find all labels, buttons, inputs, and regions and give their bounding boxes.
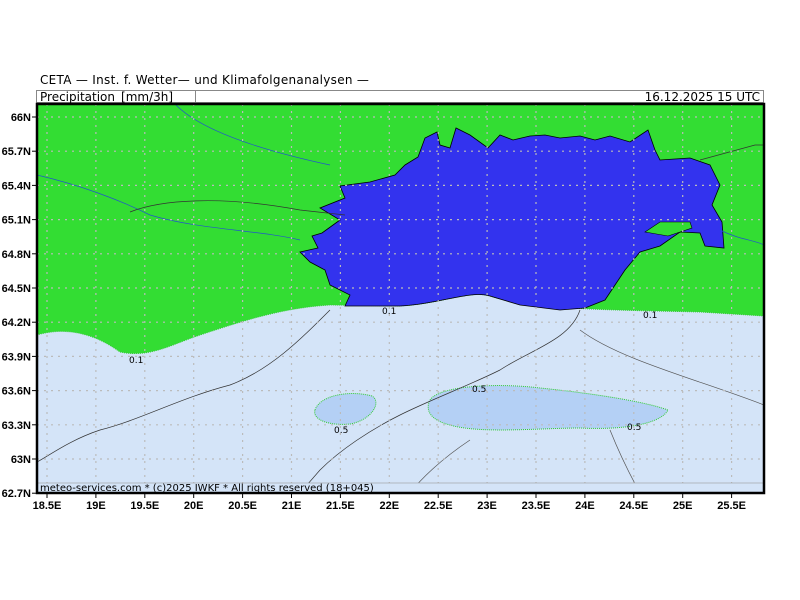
lon-tick-label: 18.5E [33,500,62,512]
lon-tick-label: 25.5E [717,500,746,512]
lat-tick-label: 64.2N [2,317,31,329]
lat-tick-label: 65.4N [2,180,31,192]
lat-tick-label: 63.9N [2,351,31,363]
precip-0.5-area-west [314,393,377,425]
lon-tick-label: 19.5E [130,500,159,512]
lat-tick-label: 64.8N [2,249,31,261]
lon-tick-label: 20E [184,500,204,512]
lon-tick-label: 22.5E [424,500,453,512]
lon-tick-label: 24E [575,500,595,512]
contour-label: 0.5 [627,423,641,433]
lat-tick-label: 62.7N [2,488,31,500]
chart-title: CETA — Inst. f. Wetter— und Klimafolgena… [40,73,370,87]
valid-time: 16.12.2025 15 UTC [644,90,760,104]
subheader-bar: Precipitation_[mm/3h] 16.12.2025 15 UTC [36,90,764,103]
latitude-ticks: 66N 65.7N 65.4N 65.1N 64.8N 64.5N 64.2N 63.9N 63… [2,112,37,500]
separator [195,91,196,103]
contour-label: 0.1 [643,311,657,321]
lon-tick-label: 25E [673,500,693,512]
contour-label: 0.1 [129,356,143,366]
lon-tick-label: 22E [380,500,400,512]
parameter-label: Precipitation_[mm/3h] [40,90,174,104]
graticule [37,104,764,493]
precip-0.1-area [37,294,764,493]
lat-tick-label: 66N [11,112,31,124]
map-frame [35,102,766,495]
lon-tick-label: 19E [86,500,106,512]
lat-tick-label: 63.6N [2,386,31,398]
lat-tick-label: 64.5N [2,283,31,295]
lon-tick-label: 21.5E [326,500,355,512]
lat-tick-label: 63N [11,454,31,466]
lon-tick-label: 20.5E [228,500,257,512]
contour-label: 0.5 [334,426,348,436]
lon-tick-label: 24.5E [619,500,648,512]
copyright-footer: meteo-services.com * (c)2025 IWKF * All … [40,483,374,494]
lat-tick-label: 65.1N [2,215,31,227]
lon-tick-label: 23E [477,500,497,512]
contour-label: 0.1 [382,307,396,317]
lon-tick-label: 21E [282,500,302,512]
island [644,221,693,237]
contour-label: 0.5 [472,385,486,395]
lat-tick-label: 65.7N [2,146,31,158]
footer-bar [37,482,764,493]
lat-tick-label: 63.3N [2,420,31,432]
lon-tick-label: 23.5E [522,500,551,512]
sea [299,127,725,311]
contour-labels: 0.1 0.1 0.1 0.5 0.5 0.5 [129,307,657,436]
longitude-ticks: 18.5E 19E 19.5E 20E 20.5E 21E 21.5E 22E 22.5E 23E… [33,493,746,512]
